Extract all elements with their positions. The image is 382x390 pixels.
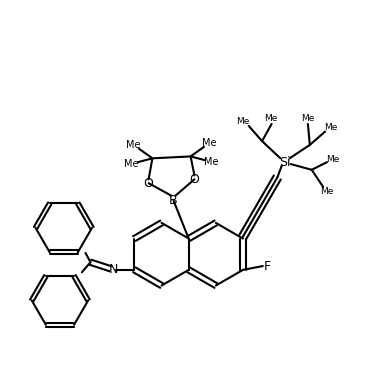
Text: Me: Me xyxy=(301,114,315,123)
Text: Me: Me xyxy=(204,157,219,167)
Text: Me: Me xyxy=(202,138,217,148)
Text: Me: Me xyxy=(264,115,277,124)
Text: O: O xyxy=(144,177,154,190)
Text: O: O xyxy=(189,173,199,186)
Text: Me: Me xyxy=(126,140,141,150)
Text: B: B xyxy=(169,194,178,207)
Text: Me: Me xyxy=(124,159,139,169)
Text: N: N xyxy=(109,263,118,277)
Text: Me: Me xyxy=(324,123,338,132)
Text: Si: Si xyxy=(279,156,291,168)
Text: Me: Me xyxy=(320,188,334,197)
Text: Me: Me xyxy=(236,117,250,126)
Text: F: F xyxy=(264,260,271,273)
Text: Me: Me xyxy=(326,154,340,163)
